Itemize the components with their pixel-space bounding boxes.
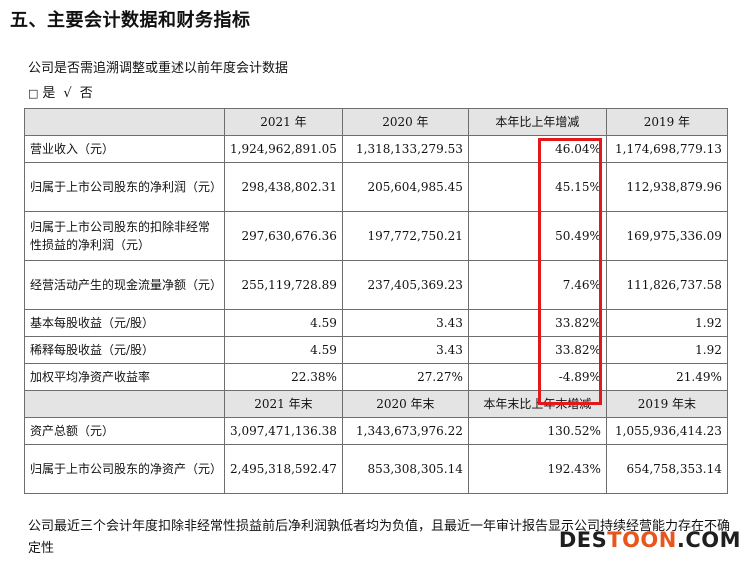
row-label: 稀释每股收益（元/股） (24, 336, 225, 364)
table-row: 基本每股收益（元/股） 4.59 3.43 33.82% 1.92 (24, 309, 728, 337)
header-cell: 2020 年 (341, 108, 469, 136)
value-2020: 1,318,133,279.53 (341, 135, 469, 163)
change-value: 45.15% (467, 162, 607, 212)
header-cell: 2021 年末 (224, 390, 343, 418)
watermark-part: TOON (607, 528, 677, 552)
row-label: 归属于上市公司股东的扣除非经常性损益的净利润（元） (24, 211, 225, 261)
table-row: 营业收入（元） 1,924,962,891.05 1,318,133,279.5… (24, 135, 728, 163)
value-2019: 21.49% (605, 363, 728, 391)
table-row: 归属于上市公司股东的净利润（元） 298,438,802.31 205,604,… (24, 162, 728, 212)
value-2021: 22.38% (224, 363, 343, 391)
restatement-answer: □ 是 √ 否 (28, 82, 93, 101)
change-value: 130.52% (467, 417, 607, 445)
change-value: 33.82% (467, 336, 607, 364)
value-2019: 112,938,879.96 (605, 162, 728, 212)
change-value: 7.46% (467, 260, 607, 310)
financial-data-table: 2021 年 2020 年 本年比上年增减 2019 年 营业收入（元） 1,9… (24, 108, 728, 494)
value-2019: 1.92 (605, 309, 728, 337)
value-2019: 1,055,936,414.23 (605, 417, 728, 445)
value-2021: 297,630,676.36 (224, 211, 343, 261)
watermark-part: .COM (676, 528, 741, 552)
header-cell: 2020 年末 (341, 390, 469, 418)
change-value: 50.49% (467, 211, 607, 261)
header-cell: 2019 年 (605, 108, 728, 136)
value-2019: 111,826,737.58 (605, 260, 728, 310)
row-label: 归属于上市公司股东的净资产（元） (24, 444, 225, 494)
yes-option-label: 是 (42, 86, 56, 101)
table-header-row: 2021 年 2020 年 本年比上年增减 2019 年 (24, 108, 728, 136)
restatement-question: 公司是否需追溯调整或重述以前年度会计数据 (28, 61, 289, 76)
value-2021: 2,495,318,592.47 (224, 444, 343, 494)
value-2021: 255,119,728.89 (224, 260, 343, 310)
value-2020: 237,405,369.23 (341, 260, 469, 310)
header-cell (24, 108, 225, 136)
row-label: 营业收入（元） (24, 135, 225, 163)
row-label: 归属于上市公司股东的净利润（元） (24, 162, 225, 212)
change-value: 192.43% (467, 444, 607, 494)
footnote: 公司最近三个会计年度扣除非经常性损益前后净利润孰低者均为负值，且最近一年审计报告… (28, 519, 731, 556)
value-2019: 169,975,336.09 (605, 211, 728, 261)
section-heading: 五、主要会计数据和财务指标 (10, 10, 251, 31)
header-cell: 本年末比上年末增减 (467, 390, 607, 418)
header-cell (24, 390, 225, 418)
value-2021: 1,924,962,891.05 (224, 135, 343, 163)
value-2021: 3,097,471,136.38 (224, 417, 343, 445)
value-2019: 1.92 (605, 336, 728, 364)
header-cell: 本年比上年增减 (467, 108, 607, 136)
value-2019: 1,174,698,779.13 (605, 135, 728, 163)
value-2020: 853,308,305.14 (341, 444, 469, 494)
unchecked-box-icon: □ (28, 87, 39, 100)
header-cell: 2021 年 (224, 108, 343, 136)
check-mark-icon: √ (63, 86, 72, 101)
value-2021: 298,438,802.31 (224, 162, 343, 212)
value-2021: 4.59 (224, 336, 343, 364)
row-label: 加权平均净资产收益率 (24, 363, 225, 391)
watermark-logo: DESTOON.COM (559, 528, 741, 552)
table-row: 归属于上市公司股东的扣除非经常性损益的净利润（元） 297,630,676.36… (24, 211, 728, 261)
row-label: 基本每股收益（元/股） (24, 309, 225, 337)
row-label: 经营活动产生的现金流量净额（元） (24, 260, 225, 310)
value-2020: 205,604,985.45 (341, 162, 469, 212)
table-row: 资产总额（元） 3,097,471,136.38 1,343,673,976.2… (24, 417, 728, 445)
value-2020: 3.43 (341, 309, 469, 337)
watermark-part: DES (558, 528, 608, 552)
row-label: 资产总额（元） (24, 417, 225, 445)
value-2020: 27.27% (341, 363, 469, 391)
change-value: 46.04% (467, 135, 607, 163)
value-2020: 197,772,750.21 (341, 211, 469, 261)
value-2021: 4.59 (224, 309, 343, 337)
value-2020: 3.43 (341, 336, 469, 364)
value-2020: 1,343,673,976.22 (341, 417, 469, 445)
table-row: 归属于上市公司股东的净资产（元） 2,495,318,592.47 853,30… (24, 444, 728, 494)
change-value: 33.82% (467, 309, 607, 337)
table-row: 稀释每股收益（元/股） 4.59 3.43 33.82% 1.92 (24, 336, 728, 364)
table-row: 经营活动产生的现金流量净额（元） 255,119,728.89 237,405,… (24, 260, 728, 310)
no-option-label: 否 (79, 86, 93, 101)
value-2019: 654,758,353.14 (605, 444, 728, 494)
table-header-row: 2021 年末 2020 年末 本年末比上年末增减 2019 年末 (24, 390, 728, 418)
table-row: 加权平均净资产收益率 22.38% 27.27% -4.89% 21.49% (24, 363, 728, 391)
change-value: -4.89% (467, 363, 607, 391)
header-cell: 2019 年末 (605, 390, 728, 418)
